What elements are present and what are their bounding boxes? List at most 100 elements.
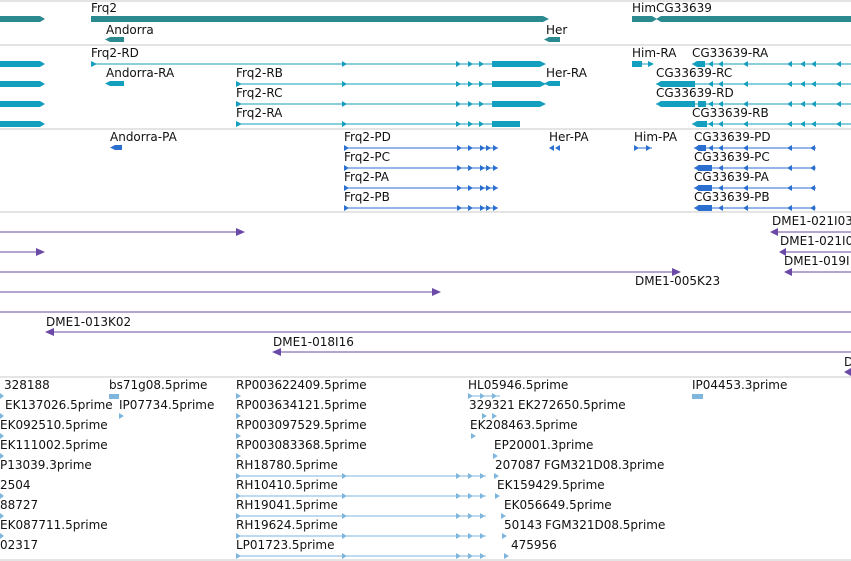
clone-row-1[interactable] <box>0 228 245 236</box>
est-label-88727[interactable]: 88727 <box>0 498 39 512</box>
cds-label-her-pa[interactable]: Her-PA <box>549 130 589 144</box>
clone-label-dme1-013k02[interactable]: DME1-013K02 <box>46 315 132 329</box>
transcript-label-cg33639-rb[interactable]: CG33639-RB <box>692 106 769 120</box>
gene-cg33639[interactable] <box>656 16 851 22</box>
cds-him-pa[interactable] <box>634 145 652 151</box>
est-label-475956[interactable]: 475956 <box>511 538 557 552</box>
transcript-cg33639-ra[interactable] <box>692 61 851 67</box>
cds-cg33639-pd[interactable] <box>694 145 816 151</box>
est-label-ip07734[interactable]: IP07734.5prime <box>119 398 215 412</box>
cds-frq2-pd[interactable] <box>344 145 498 151</box>
est-label-ek208463[interactable]: EK208463.5prime <box>470 418 578 432</box>
est-rp003083368[interactable] <box>236 453 241 459</box>
est-label-ek056649[interactable]: EK056649.5prime <box>504 498 612 512</box>
cds-label-frq2-pc[interactable]: Frq2-PC <box>344 150 390 164</box>
est-rp003622409[interactable] <box>236 393 241 399</box>
est-329321[interactable] <box>482 413 497 419</box>
est-label-fgm321d08-3prime[interactable]: FGM321D08.3prime <box>544 458 665 472</box>
est-label-207087[interactable]: 207087 <box>495 458 541 472</box>
est-label-bs71g08[interactable]: bs71g08.5prime <box>109 378 208 392</box>
est-label-ek137026[interactable]: EK137026.5prime <box>5 398 113 412</box>
est-label-rh18780[interactable]: RH18780.5prime <box>236 458 338 472</box>
est-label-rp003634121[interactable]: RP003634121.5prime <box>236 398 367 412</box>
est-ek208463[interactable] <box>471 433 476 439</box>
clone-dme1-013k02[interactable] <box>45 328 851 336</box>
cds-label-andorra-pa[interactable]: Andorra-PA <box>110 130 177 144</box>
cds-frq2-pc[interactable] <box>344 165 498 171</box>
clone-label-d[interactable]: D <box>844 355 851 369</box>
est-label-ek092510[interactable]: EK092510.5prime <box>0 418 108 432</box>
transcript-him-ra[interactable] <box>632 61 654 67</box>
est-207087[interactable] <box>494 473 499 479</box>
transcript-left-2[interactable] <box>0 81 45 87</box>
est-475956[interactable] <box>504 553 509 559</box>
clone-label-dme1-005k23[interactable]: DME1-005K23 <box>635 274 721 288</box>
clone-label-dme1-019i[interactable]: DME1-019I <box>784 254 850 268</box>
gene-left-offscreen[interactable] <box>0 16 45 22</box>
est-ep20001[interactable] <box>493 453 498 459</box>
est-label-rp003083368[interactable]: RP003083368.5prime <box>236 438 367 452</box>
clone-row-2[interactable] <box>0 248 45 256</box>
transcript-cg33639-rd[interactable] <box>656 101 851 107</box>
transcript-label-cg33639-ra[interactable]: CG33639-RA <box>692 46 769 60</box>
cds-label-cg33639-pd[interactable]: CG33639-PD <box>694 130 771 144</box>
transcript-label-frq2-ra[interactable]: Frq2-RA <box>236 106 283 120</box>
transcript-label-frq2-rb[interactable]: Frq2-RB <box>236 66 283 80</box>
est-rh18780[interactable] <box>236 473 486 479</box>
est-label-02317[interactable]: 02317 <box>0 538 39 552</box>
cds-frq2-pb[interactable] <box>344 205 498 211</box>
est-label-rh19041[interactable]: RH19041.5prime <box>236 498 338 512</box>
est-ek159429[interactable] <box>495 493 500 499</box>
est-rp003634121[interactable] <box>236 413 241 419</box>
est-ek056649[interactable] <box>501 513 506 519</box>
est-label-fgm321d08-5prime[interactable]: FGM321D08.5prime <box>545 518 666 532</box>
cds-label-frq2-pd[interactable]: Frq2-PD <box>344 130 391 144</box>
cds-label-cg33639-pb[interactable]: CG33639-PB <box>694 190 770 204</box>
clone-label-dme1-021i0[interactable]: DME1-021I0 <box>780 234 851 248</box>
clone-label-dme1-021i03[interactable]: DME1-021I03 <box>772 214 851 228</box>
gene-frq2[interactable] <box>91 16 549 22</box>
transcript-cg33639-rb[interactable] <box>692 121 851 127</box>
gene-label-andorra[interactable]: Andorra <box>106 23 154 37</box>
est-50143[interactable] <box>502 533 507 539</box>
cds-andorra-pa[interactable] <box>110 145 122 150</box>
clone-label-dme1-018i16[interactable]: DME1-018I16 <box>273 335 354 349</box>
cds-label-cg33639-pa[interactable]: CG33639-PA <box>694 170 769 184</box>
transcript-andorra-ra[interactable] <box>105 81 124 86</box>
transcript-label-cg33639-rd[interactable]: CG33639-RD <box>656 86 734 100</box>
est-label-rp003622409[interactable]: RP003622409.5prime <box>236 378 367 392</box>
gene-label-her[interactable]: Her <box>546 23 568 37</box>
transcript-frq2-rb[interactable] <box>236 81 546 87</box>
est-lp01723[interactable] <box>236 553 486 559</box>
cds-label-frq2-pa[interactable]: Frq2-PA <box>344 170 390 184</box>
clone-dme1-021i03[interactable] <box>770 228 851 236</box>
transcript-label-her-ra[interactable]: Her-RA <box>546 66 587 80</box>
est-rh19041[interactable] <box>236 513 486 519</box>
transcript-label-andorra-ra[interactable]: Andorra-RA <box>106 66 175 80</box>
cds-cg33639-pb[interactable] <box>694 205 816 211</box>
transcript-cg33639-rc[interactable] <box>656 81 851 87</box>
est-label-2504[interactable]: 2504 <box>0 478 31 492</box>
est-hl05946[interactable] <box>468 393 500 399</box>
transcript-frq2-rd[interactable] <box>91 61 546 67</box>
est-rh10410[interactable] <box>236 493 486 499</box>
gene-her[interactable] <box>544 37 560 42</box>
est-label-ek111002[interactable]: EK111002.5prime <box>0 438 108 452</box>
transcript-left-4[interactable] <box>0 121 45 127</box>
est-label-329321[interactable]: 329321 <box>469 398 515 412</box>
est-ip07734[interactable] <box>119 413 124 419</box>
cds-label-frq2-pb[interactable]: Frq2-PB <box>344 190 390 204</box>
est-rp003097529[interactable] <box>236 433 241 439</box>
transcript-label-him-ra[interactable]: Him-RA <box>632 46 677 60</box>
transcript-frq2-rc[interactable] <box>236 101 546 107</box>
est-rh19624[interactable] <box>236 533 486 539</box>
est-label-ip04453[interactable]: IP04453.3prime <box>692 378 788 392</box>
est-ip04453[interactable] <box>692 394 703 399</box>
est-label-50143[interactable]: 50143 <box>504 518 543 532</box>
clone-dme1-021i0[interactable] <box>779 248 851 256</box>
cds-frq2-pa[interactable] <box>344 185 498 191</box>
est-label-p13039[interactable]: P13039.3prime <box>0 458 92 472</box>
cds-label-him-pa[interactable]: Him-PA <box>634 130 678 144</box>
est-label-ek159429[interactable]: EK159429.5prime <box>497 478 605 492</box>
transcript-frq2-ra[interactable] <box>236 121 520 127</box>
